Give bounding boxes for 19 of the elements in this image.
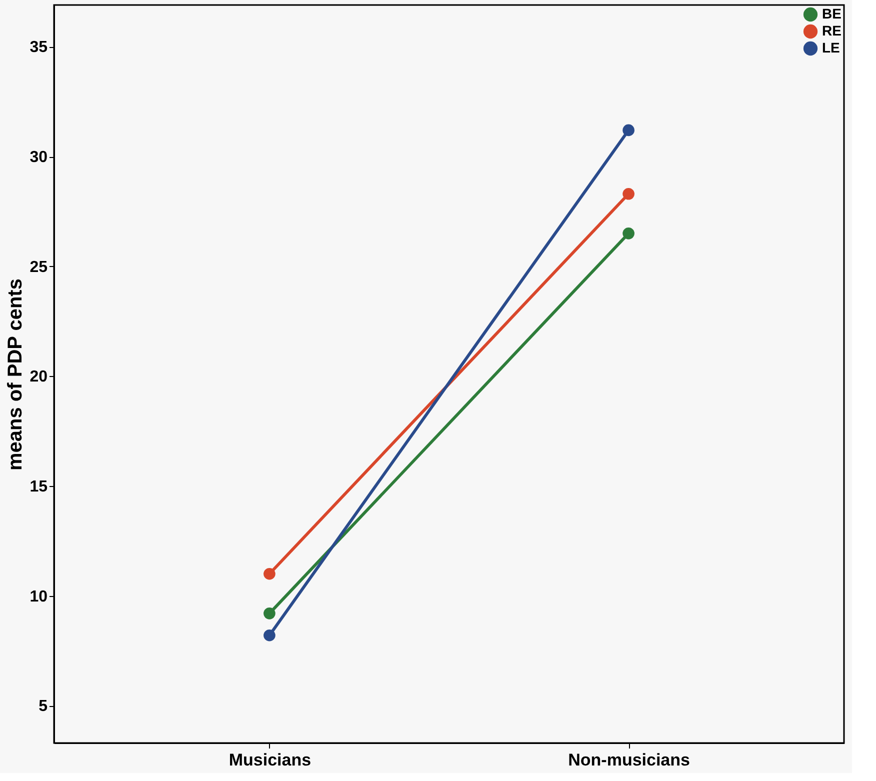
point: [622, 228, 634, 240]
legend-label: RE: [822, 22, 842, 38]
point: [264, 629, 276, 642]
x-tick-label: Non-musicians: [568, 750, 690, 770]
legend-label: BE: [822, 6, 842, 22]
y-axis-title: means of PDP cents: [4, 278, 27, 470]
y-tick-label: 25: [30, 258, 48, 276]
y-tick-label: 15: [30, 478, 48, 496]
y-tick-label: 20: [30, 368, 48, 386]
point: [622, 124, 634, 136]
legend-label: LE: [822, 40, 840, 56]
point: [622, 188, 634, 200]
y-tick-label: 35: [30, 39, 48, 56]
y-tick-label: 5: [38, 698, 48, 716]
point: [264, 608, 276, 620]
y-tick-label: 30: [30, 149, 48, 166]
y-tick-label: 10: [30, 588, 48, 606]
point: [264, 568, 276, 580]
x-tick-label: Musicians: [228, 750, 312, 770]
